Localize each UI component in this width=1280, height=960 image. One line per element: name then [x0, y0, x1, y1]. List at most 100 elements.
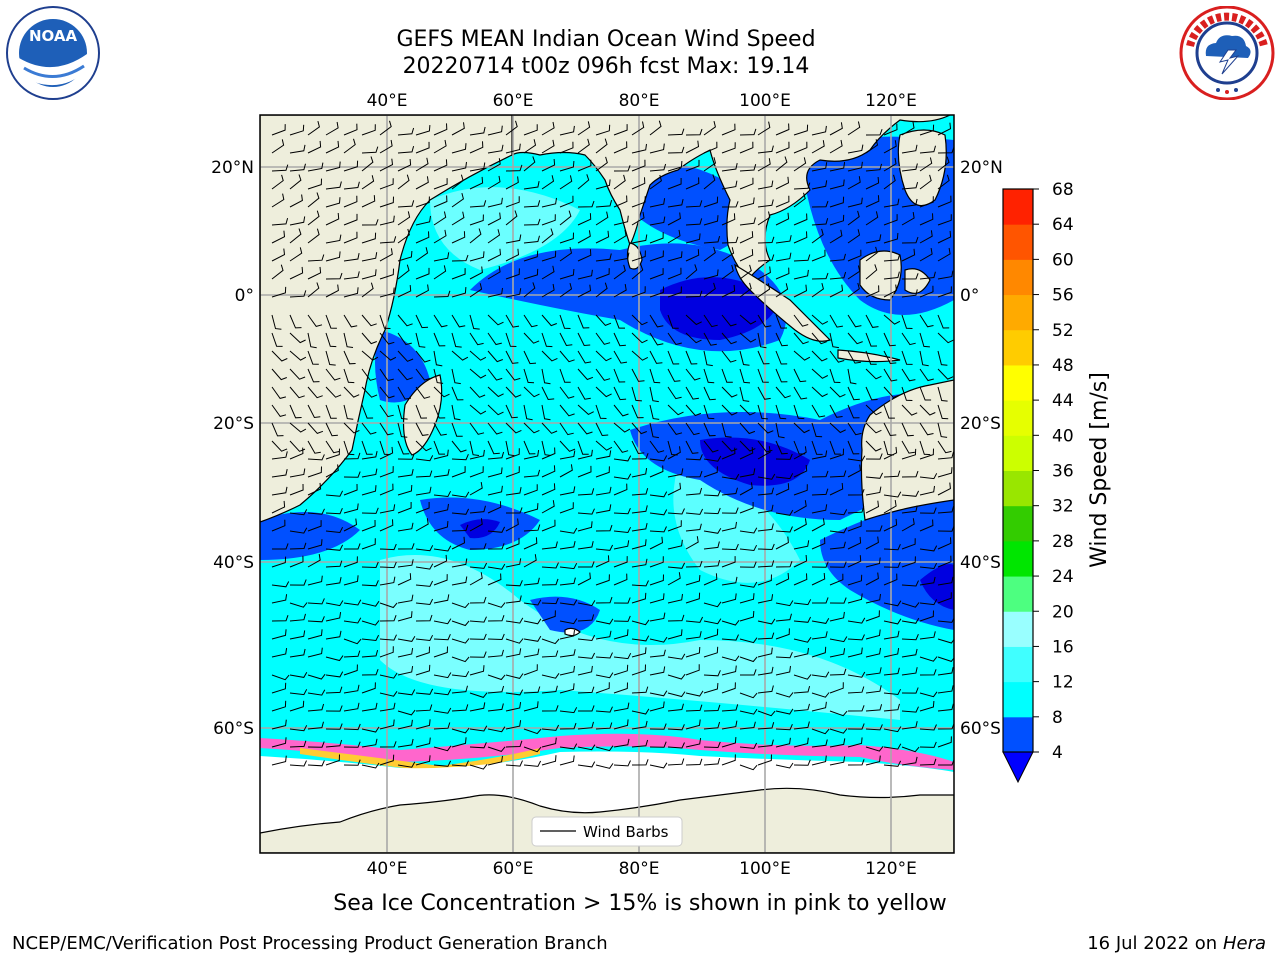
wind-barb: [703, 757, 721, 766]
wind-barb: [685, 386, 699, 400]
wind-barb: [487, 467, 503, 478]
wind-barb: [649, 636, 668, 643]
wind-barb: [379, 158, 394, 172]
wind-barb: [451, 404, 461, 421]
wind-barb: [523, 235, 540, 244]
wind-barb: [289, 447, 304, 460]
wind-barb: [289, 290, 307, 298]
wind-barb: [541, 228, 554, 244]
wind-barb: [775, 561, 793, 568]
wind-barb: [272, 543, 289, 550]
wind-barb: [433, 404, 446, 419]
wind-barb: [541, 650, 559, 658]
wind-barb: [595, 422, 609, 437]
map-frame: [259, 114, 955, 854]
wind-barb: [487, 229, 501, 244]
wind-barb: [703, 404, 715, 420]
wind-barb: [523, 746, 542, 753]
wind-barb: [523, 760, 542, 767]
wind-barb: [397, 484, 413, 496]
wind-barb: [793, 422, 810, 434]
wind-barb: [739, 282, 752, 298]
wind-barb: [343, 181, 360, 190]
wind-barb: [361, 440, 373, 455]
wind-barb: [469, 725, 488, 732]
wind-barb: [865, 129, 883, 136]
wind-barb: [919, 610, 934, 622]
wind-barb: [937, 576, 954, 586]
wind-barb: [775, 123, 790, 136]
wind-barb: [631, 386, 642, 402]
wind-barb: [649, 216, 666, 226]
wind-barb: [343, 556, 358, 568]
wind-barb: [541, 332, 553, 348]
wind-barb: [541, 578, 559, 586]
wind-barb: [685, 200, 703, 208]
wind-barb: [343, 332, 354, 348]
wind-barb: [289, 602, 308, 608]
wind-barb: [559, 314, 571, 329]
wind-barb: [721, 440, 738, 452]
wind-barb: [595, 350, 612, 362]
wind-barb: [793, 737, 809, 748]
wind-barb: [757, 722, 775, 730]
wind-barb: [919, 485, 935, 496]
wind-barb: [379, 561, 397, 569]
wind-barb: [577, 138, 590, 154]
wind-barb: [883, 491, 902, 498]
wind-barb: [793, 124, 809, 136]
wind-barb: [775, 195, 790, 208]
wind-barb: [775, 252, 792, 262]
wind-barb: [469, 386, 486, 398]
wind-barb: [541, 673, 560, 679]
wind-barb: [271, 368, 287, 381]
wind-barb: [721, 314, 737, 327]
wind-barb: [703, 386, 716, 401]
wind-barb: [703, 422, 716, 437]
wind-barb: [829, 368, 841, 383]
wind-barb: [937, 350, 948, 366]
wind-barb: [487, 726, 506, 733]
wind-barb: [937, 156, 950, 172]
wind-barb: [649, 455, 668, 462]
wind-barb: [613, 350, 628, 364]
wind-barb: [919, 145, 936, 154]
wind-barb: [631, 664, 646, 676]
wind-barb: [667, 482, 682, 496]
wind-barb: [631, 539, 647, 550]
wind-barb: [649, 491, 668, 498]
wind-barb: [361, 726, 380, 733]
wind-barb: [847, 671, 866, 678]
wind-barb: [307, 282, 320, 298]
wind-barb: [919, 350, 929, 367]
wind-barb: [577, 386, 591, 400]
wind-barb: [775, 536, 789, 550]
wind-barb: [415, 314, 429, 329]
colorbar-tick-label: 40: [1052, 426, 1074, 446]
wind-barb: [649, 526, 667, 533]
wind-barb: [469, 572, 483, 586]
wind-barb: [415, 518, 429, 532]
wind-barb: [397, 559, 414, 568]
wind-barb: [541, 519, 556, 532]
wind-barb: [631, 264, 644, 280]
wind-barb: [325, 181, 342, 190]
wind-barb: [685, 523, 702, 532]
wind-barb: [883, 618, 902, 625]
wind-barb: [865, 314, 879, 328]
wind-barb: [793, 674, 812, 680]
wind-barb: [919, 404, 936, 416]
sulawesi-land: [904, 268, 931, 294]
wind-barb: [307, 192, 320, 208]
wind-barb: [937, 247, 951, 262]
wind-barb: [505, 314, 520, 328]
wind-barb: [289, 228, 302, 244]
wind-barb: [757, 121, 771, 136]
wind-barb: [271, 314, 282, 330]
wind-barb: [451, 602, 470, 609]
wind-barb: [649, 612, 666, 622]
wind-barb: [541, 724, 560, 731]
wind-barb: [397, 594, 414, 604]
wind-barb: [577, 572, 591, 586]
wind-barb: [685, 575, 701, 586]
